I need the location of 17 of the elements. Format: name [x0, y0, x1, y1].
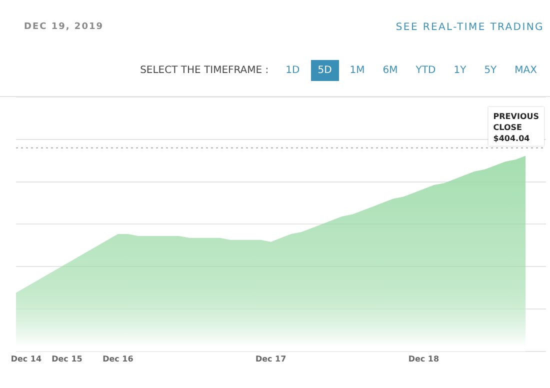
text: 1M	[348, 64, 366, 78]
text: 5D	[310, 60, 339, 81]
x-tick-label: Dec 14	[10, 354, 42, 364]
text: MAX	[514, 64, 538, 78]
x-tick-label: Dec 18	[408, 354, 440, 364]
x-tick-label: Dec 16	[102, 354, 134, 364]
text: 1Y	[452, 64, 468, 78]
x-tick-label: Dec 17	[255, 354, 286, 364]
x-tick-label: Dec 15	[52, 354, 83, 364]
text: SEE REAL-TIME TRADING	[396, 22, 544, 33]
text: 1D	[284, 64, 301, 78]
text: 5Y	[483, 64, 498, 78]
text: YTD	[414, 64, 437, 78]
ref-line-label: PREVIOUS CLOSE $404.04	[493, 112, 540, 143]
text: SELECT THE TIMEFRAME :	[140, 65, 269, 76]
chart-subtitle: DEC 19, 2019	[24, 22, 104, 32]
text: 6M	[382, 64, 399, 78]
